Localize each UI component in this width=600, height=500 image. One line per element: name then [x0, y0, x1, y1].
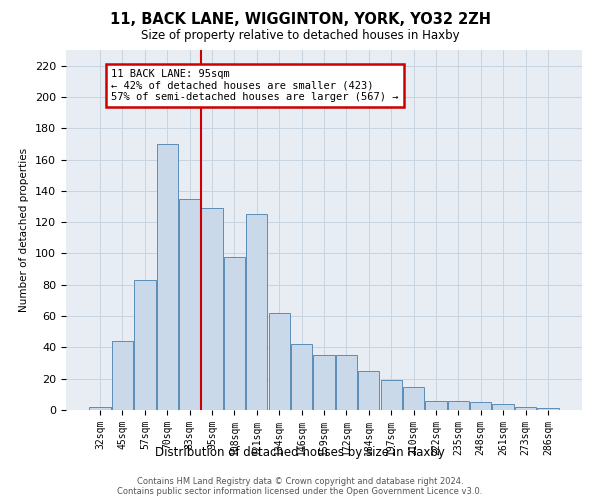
Bar	[313, 355, 335, 410]
Bar	[425, 400, 446, 410]
Bar	[224, 256, 245, 410]
Bar	[291, 344, 312, 410]
Text: Contains HM Land Registry data © Crown copyright and database right 2024.: Contains HM Land Registry data © Crown c…	[137, 476, 463, 486]
Text: Contains public sector information licensed under the Open Government Licence v3: Contains public sector information licen…	[118, 486, 482, 496]
Bar	[470, 402, 491, 410]
Bar	[202, 208, 223, 410]
Bar	[448, 400, 469, 410]
Bar	[269, 313, 290, 410]
Bar	[246, 214, 268, 410]
Bar	[515, 407, 536, 410]
Bar	[134, 280, 155, 410]
Bar	[403, 386, 424, 410]
Bar	[179, 198, 200, 410]
Bar	[112, 341, 133, 410]
Text: Distribution of detached houses by size in Haxby: Distribution of detached houses by size …	[155, 446, 445, 459]
Bar	[358, 371, 379, 410]
Bar	[89, 407, 111, 410]
Text: 11, BACK LANE, WIGGINTON, YORK, YO32 2ZH: 11, BACK LANE, WIGGINTON, YORK, YO32 2ZH	[110, 12, 491, 28]
Bar	[336, 355, 357, 410]
Text: Size of property relative to detached houses in Haxby: Size of property relative to detached ho…	[140, 29, 460, 42]
Bar	[493, 404, 514, 410]
Text: 11 BACK LANE: 95sqm
← 42% of detached houses are smaller (423)
57% of semi-detac: 11 BACK LANE: 95sqm ← 42% of detached ho…	[111, 69, 399, 102]
Bar	[157, 144, 178, 410]
Bar	[537, 408, 559, 410]
Y-axis label: Number of detached properties: Number of detached properties	[19, 148, 29, 312]
Bar	[380, 380, 402, 410]
